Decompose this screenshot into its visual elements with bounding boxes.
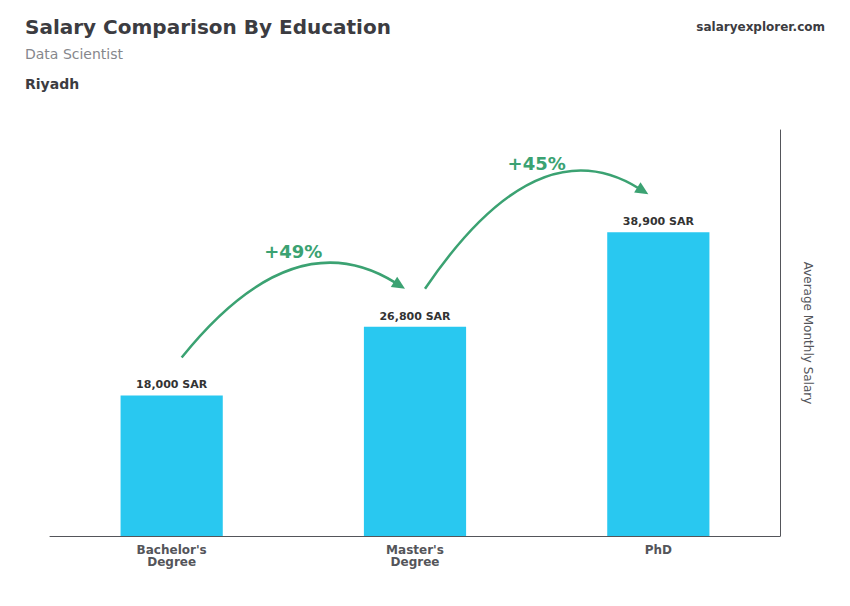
svg-text:PhD: PhD [645,543,672,557]
svg-text:Bachelor's: Bachelor's [136,543,207,557]
svg-text:Riyadh: Riyadh [25,76,79,92]
svg-text:+49%: +49% [264,241,322,262]
svg-text:Salary Comparison By Education: Salary Comparison By Education [25,15,391,39]
svg-text:Degree: Degree [147,555,196,569]
svg-text:salaryexplorer.com: salaryexplorer.com [696,20,825,34]
svg-text:+45%: +45% [508,153,566,174]
svg-text:38,900 SAR: 38,900 SAR [623,215,695,228]
svg-text:Degree: Degree [391,555,440,569]
svg-text:18,000 SAR: 18,000 SAR [136,378,208,391]
svg-text:Average Monthly Salary: Average Monthly Salary [801,262,815,405]
svg-text:26,800 SAR: 26,800 SAR [379,310,451,323]
svg-text:Data Scientist: Data Scientist [25,46,124,62]
svg-text:Master's: Master's [386,543,444,557]
